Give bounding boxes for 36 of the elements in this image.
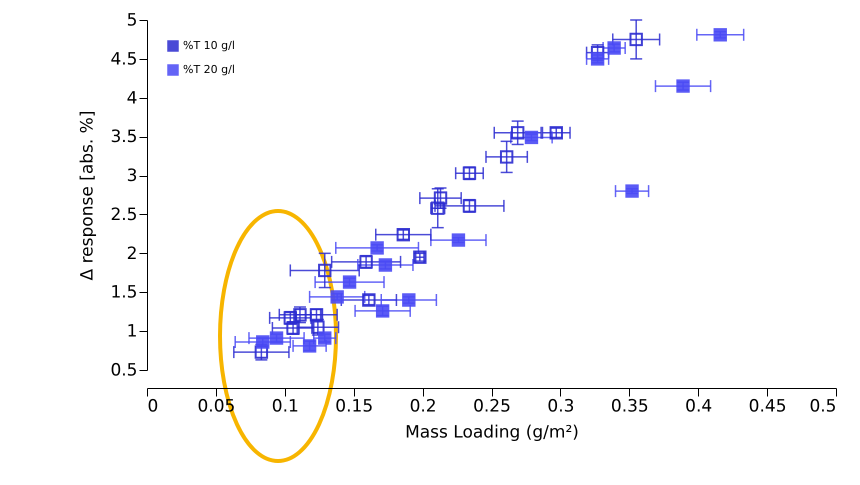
y-tick-label: 2 <box>126 244 138 264</box>
point <box>452 233 466 247</box>
point <box>370 241 384 255</box>
point <box>434 191 448 205</box>
y-tick-label: 4.5 <box>110 49 138 70</box>
legend-label: %T 20 g/l <box>183 63 235 76</box>
x-tick-label: 0.35 <box>610 396 649 416</box>
y-tick-label: 0.5 <box>110 360 138 380</box>
y-tick-label: 1.5 <box>110 282 138 303</box>
x-tick-label: 0.4 <box>685 396 712 416</box>
x-axis-title: Mass Loading (g/m²) <box>405 422 579 442</box>
point <box>330 290 344 304</box>
x-tick-label: 0.15 <box>335 396 374 416</box>
legend-label: %T 10 g/l <box>183 39 235 52</box>
point <box>629 32 643 46</box>
x-tick-label: 0.5 <box>809 396 836 416</box>
y-tick-label: 2.5 <box>110 204 138 225</box>
x-tick-label: 0.45 <box>748 396 787 416</box>
y-tick-label: 1 <box>126 322 138 342</box>
point <box>714 28 727 42</box>
y-tick-label: 5 <box>126 10 138 30</box>
x-tick-label: 0.2 <box>410 396 437 416</box>
x-tick-label: 0.25 <box>473 396 511 416</box>
y-axis-title: Δ response [abs. %] <box>77 110 98 280</box>
point <box>625 184 639 198</box>
point <box>510 126 524 140</box>
point <box>402 293 416 307</box>
x-tick-label: 0.3 <box>547 396 574 416</box>
point <box>500 150 514 164</box>
y-tick-label: 3.5 <box>110 127 138 148</box>
x-tick-label: 0 <box>148 396 158 416</box>
x-tick-label: 0.1 <box>272 396 299 416</box>
y-tick-label: 3 <box>126 166 138 186</box>
y-tick-label: 4 <box>126 88 138 108</box>
point <box>318 264 332 278</box>
point <box>524 130 538 144</box>
